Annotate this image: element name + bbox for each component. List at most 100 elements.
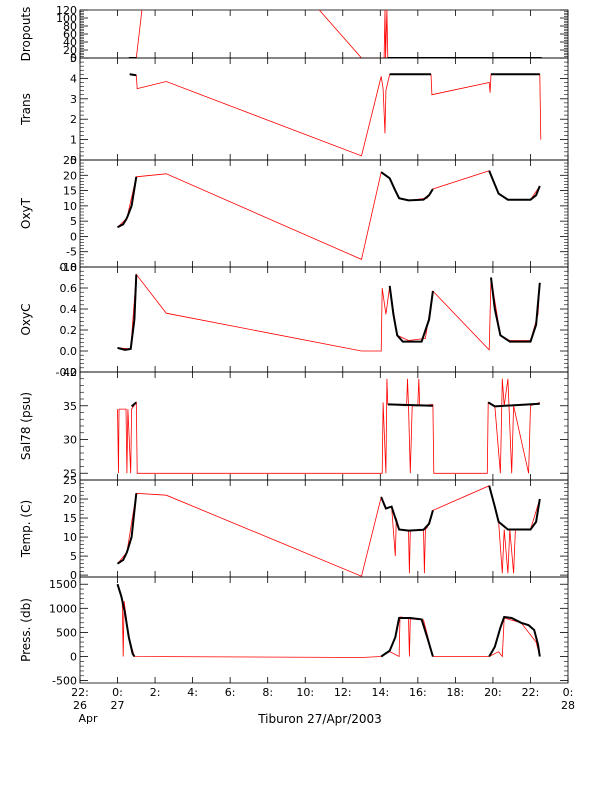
outline-series-line (117, 170, 541, 260)
y-tick-label: 0 (70, 651, 77, 664)
x-tick-label: 0: (112, 686, 123, 699)
y-tick-label: 60 (63, 28, 77, 41)
panel-frame (79, 371, 569, 481)
y-tick-label: -5 (66, 246, 77, 259)
panel-sal78-psu-: 25 30 35 40 Sal78 (psu) (19, 366, 569, 481)
data-series-line (117, 274, 138, 351)
y-tick-label: 0.2 (60, 324, 78, 337)
y-tick-label: 80 (63, 20, 77, 33)
y-axis-label: Temp. (C) (19, 500, 33, 558)
outline-series-line (128, 10, 542, 58)
y-tick-label: -500 (52, 675, 77, 688)
time-axis: 22:260:272: 4: 6: 8: 10: 12: 14: 16: 18: 20: 22: 0:… (71, 686, 575, 725)
x-tick-day: 28 (561, 699, 575, 712)
outline-series-line (117, 378, 540, 474)
x-tick-day: 26 (73, 699, 87, 712)
y-tick-label: 120 (56, 4, 77, 17)
outline-series-line (117, 584, 541, 658)
y-tick-label: 25 (63, 154, 77, 167)
plot-area (117, 378, 540, 474)
data-series-line (387, 403, 433, 407)
panel-frame (79, 9, 569, 59)
data-series-line (380, 171, 434, 202)
plot-area (116, 583, 541, 658)
data-series-line (116, 493, 138, 565)
panel-frame (79, 159, 569, 268)
x-tick-label: 10: (296, 686, 314, 699)
y-tick-label: 10 (63, 200, 77, 213)
y-tick-label: 0.6 (60, 282, 78, 295)
data-series-line (488, 615, 541, 658)
y-tick-label: 20 (63, 44, 77, 57)
data-series-line (488, 485, 541, 531)
y-tick-label: 0 (70, 230, 77, 243)
y-tick-label: 40 (63, 36, 77, 49)
plot-area (129, 73, 542, 157)
y-tick-label: 0.0 (60, 345, 78, 358)
chart-caption: Tiburon 27/Apr/2003 (257, 712, 382, 726)
outline-series-line (117, 273, 541, 352)
data-series-line (116, 583, 136, 658)
x-tick-label: 22: (522, 686, 540, 699)
x-tick-label: 0: (563, 686, 574, 699)
y-tick-label: 25 (63, 474, 77, 487)
y-tick-label: 0.8 (60, 261, 78, 274)
y-tick-label: 0 (70, 569, 77, 582)
y-tick-label: -10 (59, 261, 77, 274)
y-tick-label: 35 (63, 400, 77, 413)
y-tick-label: 10 (63, 531, 77, 544)
data-series-line (129, 73, 137, 77)
y-tick-label: 5 (70, 215, 77, 228)
x-month-label: Apr (78, 712, 98, 725)
y-tick-label: 0 (70, 154, 77, 167)
plot-area (117, 170, 541, 260)
data-series-line (380, 496, 434, 532)
panel-trans: 0 1 2 3 4 5 Trans (19, 52, 569, 167)
y-tick-label: 100 (56, 12, 77, 25)
x-tick-label: 12: (334, 686, 352, 699)
outline-series-line (117, 485, 541, 577)
panel-frame (79, 266, 569, 373)
data-series-line (488, 170, 541, 201)
y-tick-label: 3 (70, 93, 77, 106)
y-tick-label: 5 (70, 52, 77, 65)
y-tick-label: 0.4 (60, 303, 78, 316)
data-series-line (117, 176, 138, 229)
y-tick-label: 0 (70, 52, 77, 65)
x-tick-label: 16: (409, 686, 427, 699)
panel-oxyt: -10 -5 0 5 10 15 20 25 OxyT (19, 154, 569, 274)
panel-press-db-: -500 0 500 1000 1500 Press. (db) (19, 576, 569, 688)
y-tick-label: 1 (70, 134, 77, 147)
x-tick-label: 18: (447, 686, 465, 699)
panel-frame (79, 576, 569, 684)
y-tick-label: 1500 (49, 578, 77, 591)
x-tick-label: 20: (484, 686, 502, 699)
chart-panels: 020406080100120Dropouts012345Trans-10-50… (19, 4, 569, 688)
y-tick-label: 15 (63, 512, 77, 525)
data-series-line (130, 401, 137, 408)
plot-area (128, 10, 542, 58)
x-tick-label: 2: (150, 686, 161, 699)
data-series-line (380, 617, 434, 658)
x-tick-label: 22: (71, 686, 89, 699)
y-tick-label: 25 (63, 467, 77, 480)
y-tick-label: 4 (70, 72, 77, 85)
data-series-line (490, 277, 541, 343)
y-axis-label: Sal78 (psu) (19, 392, 33, 460)
y-axis-label: Dropouts (19, 7, 33, 62)
y-tick-label: 20 (63, 493, 77, 506)
data-series-line (388, 285, 434, 343)
panel-temp-c-: 0 5 10 15 20 25 Temp. (C) (19, 474, 569, 582)
outline-series-line (129, 73, 542, 157)
y-axis-label: OxyT (19, 197, 33, 229)
x-tick-label: 4: (187, 686, 198, 699)
y-tick-label: 500 (56, 626, 77, 639)
y-tick-label: 1000 (49, 602, 77, 615)
x-tick-label: 8: (262, 686, 273, 699)
x-tick-day: 27 (111, 699, 125, 712)
y-tick-label: 15 (63, 185, 77, 198)
y-tick-label: 20 (63, 169, 77, 182)
y-tick-label: 30 (63, 434, 77, 447)
